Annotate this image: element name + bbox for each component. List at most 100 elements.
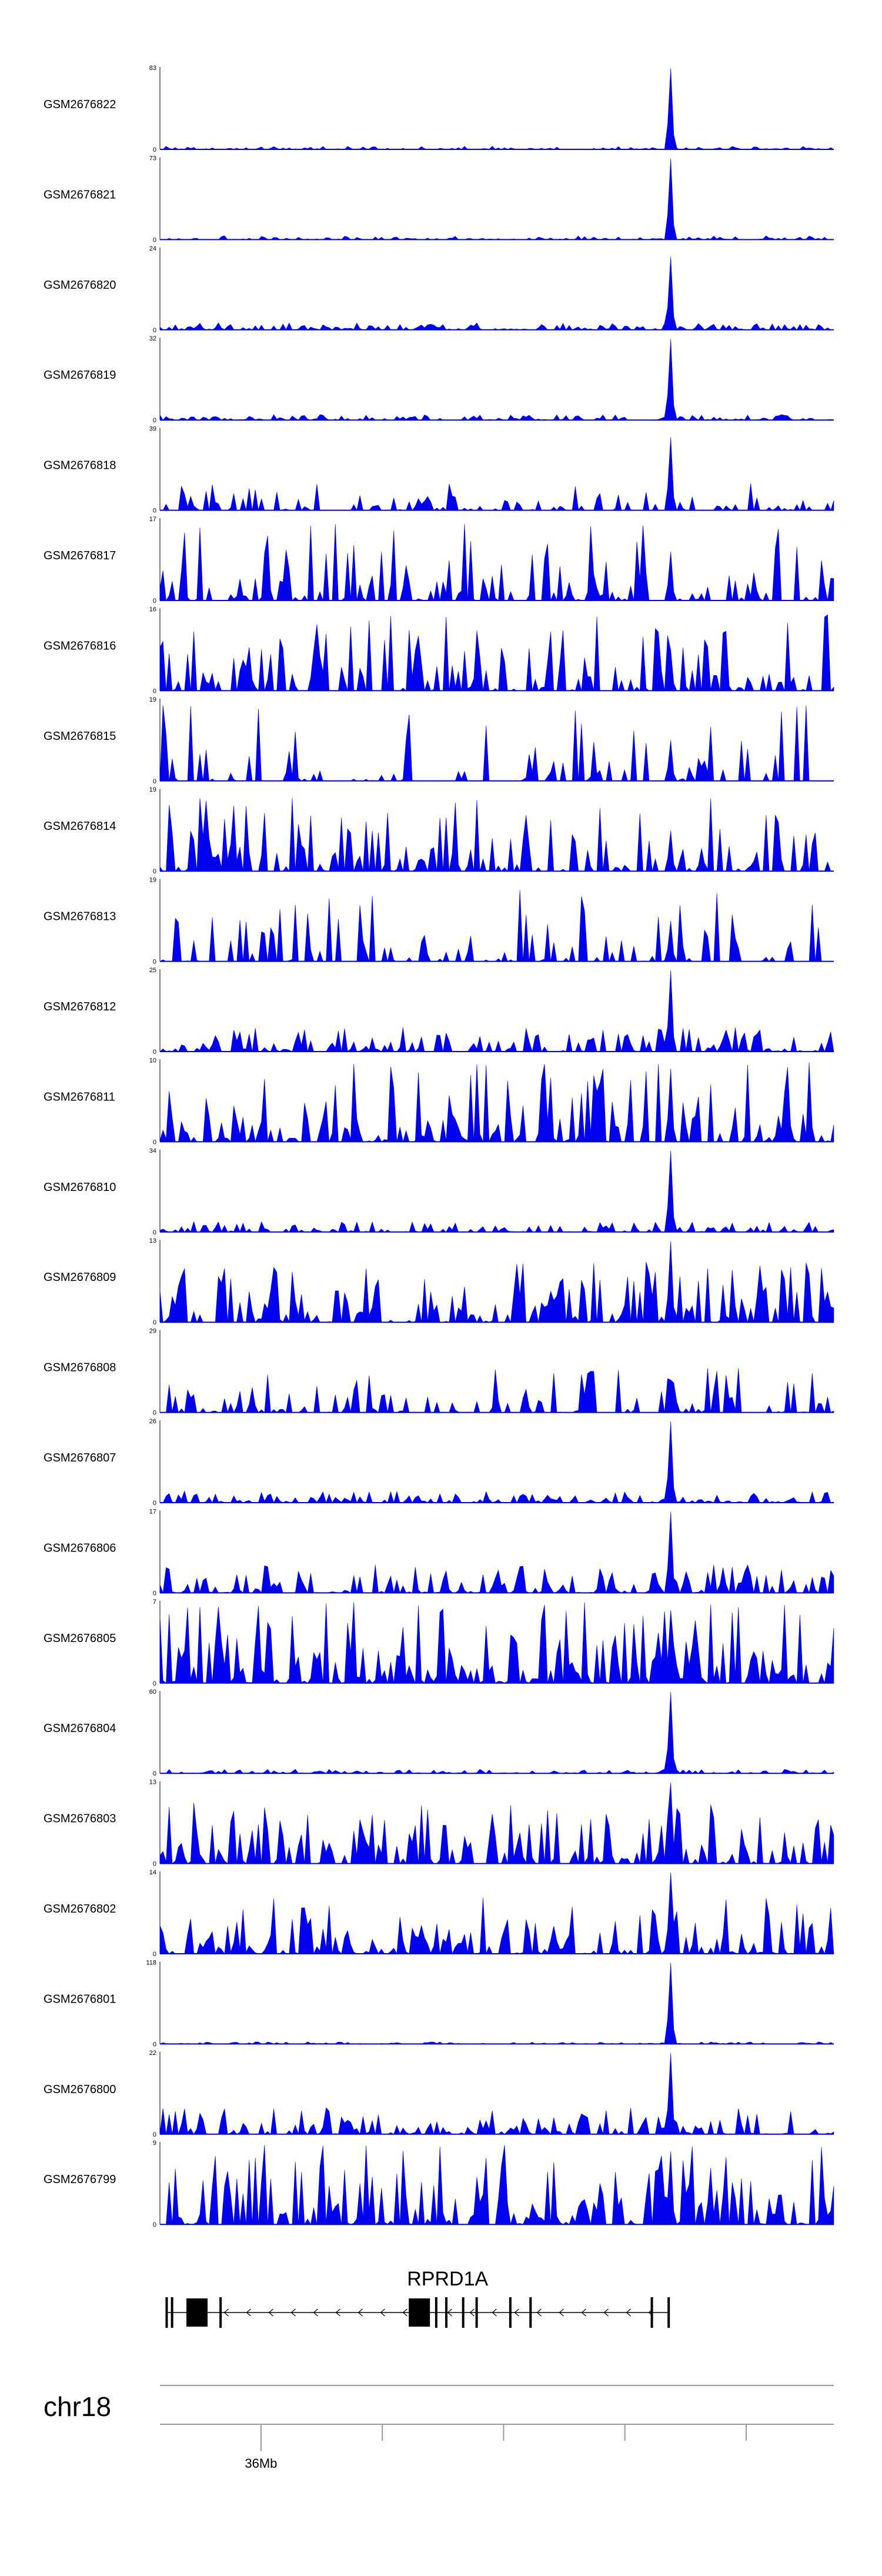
exon-block — [186, 2298, 208, 2327]
track-scale-min: 0 — [153, 1049, 156, 1056]
track-scale-max: 17 — [149, 1508, 156, 1515]
exon-block — [409, 2298, 430, 2327]
signal-area — [159, 705, 834, 782]
track-GSM2676818: GSM2676818 39 0 — [44, 426, 834, 515]
track-scale-min: 0 — [153, 1319, 156, 1326]
track-GSM2676811: GSM2676811 10 0 — [44, 1057, 834, 1146]
track-scale-max: 19 — [149, 696, 156, 703]
strand-chevron — [469, 2308, 475, 2317]
signal-area — [159, 437, 834, 511]
track-scale-min: 0 — [153, 1680, 156, 1687]
strand-chevron — [559, 2308, 564, 2317]
track-GSM2676802: GSM2676802 14 0 — [44, 1869, 834, 1958]
track-scale-max: 13 — [149, 1237, 156, 1244]
exon-line — [219, 2297, 222, 2328]
track-label: GSM2676813 — [44, 910, 116, 923]
track-scale-max: 24 — [149, 245, 156, 252]
track-label: GSM2676811 — [44, 1090, 115, 1103]
track-scale-max: 60 — [149, 1689, 156, 1696]
track-scale-max: 39 — [149, 426, 156, 433]
track-label: GSM2676816 — [44, 639, 116, 652]
track-scale-max: 10 — [149, 1057, 156, 1064]
track-label: GSM2676808 — [44, 1362, 116, 1374]
track-scale-min: 0 — [153, 1410, 156, 1417]
track-scale-max: 83 — [149, 65, 156, 72]
track-scale-min: 0 — [153, 598, 156, 605]
track-GSM2676814: GSM2676814 19 0 — [44, 786, 834, 875]
track-scale-min: 0 — [153, 236, 156, 243]
track-label: GSM2676803 — [44, 1813, 116, 1826]
chromosome-ruler: chr18 36Mb — [44, 2385, 834, 2471]
strand-chevron — [223, 2308, 229, 2317]
gene-track: RPRD1A — [165, 2268, 670, 2328]
signal-area — [159, 523, 834, 601]
track-GSM2676822: GSM2676822 83 0 — [44, 65, 835, 154]
track-scale-max: 29 — [149, 1328, 156, 1335]
exon-line — [435, 2297, 437, 2328]
track-scale-max: 13 — [149, 1779, 156, 1786]
track-scale-max: 19 — [149, 786, 156, 793]
track-scale-min: 0 — [153, 1951, 156, 1958]
track-scale-max: 73 — [149, 155, 156, 162]
track-scale-min: 0 — [153, 146, 156, 154]
track-label: GSM2676812 — [44, 1000, 116, 1013]
track-scale-max: 118 — [146, 1959, 156, 1966]
strand-chevron — [335, 2308, 340, 2317]
track-scale-min: 0 — [153, 1139, 156, 1146]
strand-chevron — [380, 2308, 385, 2317]
track-scale-min: 0 — [153, 2221, 156, 2228]
exon-line — [171, 2297, 173, 2328]
track-GSM2676800: GSM2676800 22 0 — [44, 2050, 834, 2138]
track-label: GSM2676807 — [44, 1451, 116, 1464]
signal-area — [159, 256, 834, 331]
track-scale-min: 0 — [153, 1861, 156, 1868]
signal-tracks: GSM2676822830GSM2676821730GSM2676820240G… — [44, 65, 835, 2228]
track-label: GSM2676810 — [44, 1181, 116, 1194]
signal-area — [159, 1062, 834, 1143]
ruler-tick-label: 36Mb — [245, 2456, 277, 2471]
track-scale-min: 0 — [153, 778, 156, 785]
signal-area — [159, 1241, 834, 1323]
exon-line — [650, 2297, 653, 2328]
track-label: GSM2676815 — [44, 730, 116, 743]
track-label: GSM2676821 — [44, 188, 116, 201]
signal-area — [159, 158, 834, 240]
strand-chevron — [492, 2308, 497, 2317]
track-label: GSM2676809 — [44, 1271, 116, 1284]
gene-name: RPRD1A — [407, 2268, 488, 2290]
track-GSM2676804: GSM2676804 60 0 — [44, 1689, 834, 1777]
track-GSM2676801: GSM2676801 118 0 — [44, 1959, 834, 2048]
signal-area — [159, 1963, 834, 2044]
exon-line — [165, 2297, 168, 2328]
track-label: GSM2676802 — [44, 1903, 116, 1916]
track-GSM2676819: GSM2676819 32 0 — [44, 335, 834, 424]
strand-chevron — [268, 2308, 273, 2317]
track-label: GSM2676818 — [44, 459, 116, 472]
strand-chevron — [581, 2308, 586, 2317]
track-scale-min: 0 — [153, 1770, 156, 1777]
track-GSM2676817: GSM2676817 17 0 — [44, 516, 834, 605]
track-scale-max: 32 — [149, 335, 156, 342]
track-scale-min: 0 — [153, 959, 156, 966]
track-GSM2676820: GSM2676820 24 0 — [44, 245, 834, 334]
track-label: GSM2676814 — [44, 820, 116, 833]
track-scale-max: 34 — [149, 1147, 156, 1154]
track-scale-min: 0 — [153, 688, 156, 695]
track-scale-max: 9 — [153, 2140, 156, 2147]
track-GSM2676810: GSM2676810 34 0 — [44, 1147, 834, 1236]
track-scale-max: 26 — [149, 1418, 156, 1425]
track-scale-max: 19 — [149, 877, 156, 884]
track-scale-min: 0 — [153, 508, 156, 515]
track-scale-max: 14 — [149, 1869, 156, 1876]
exon-line — [462, 2297, 465, 2328]
signal-area — [159, 1150, 834, 1233]
track-label: GSM2676805 — [44, 1632, 116, 1645]
track-scale-min: 0 — [153, 327, 156, 334]
exon-line — [667, 2297, 670, 2328]
signal-area — [159, 1368, 834, 1413]
track-label: GSM2676801 — [44, 1993, 116, 2006]
track-GSM2676815: GSM2676815 19 0 — [44, 696, 834, 785]
strand-chevron — [246, 2308, 251, 2317]
track-GSM2676808: GSM2676808 29 0 — [44, 1328, 834, 1417]
